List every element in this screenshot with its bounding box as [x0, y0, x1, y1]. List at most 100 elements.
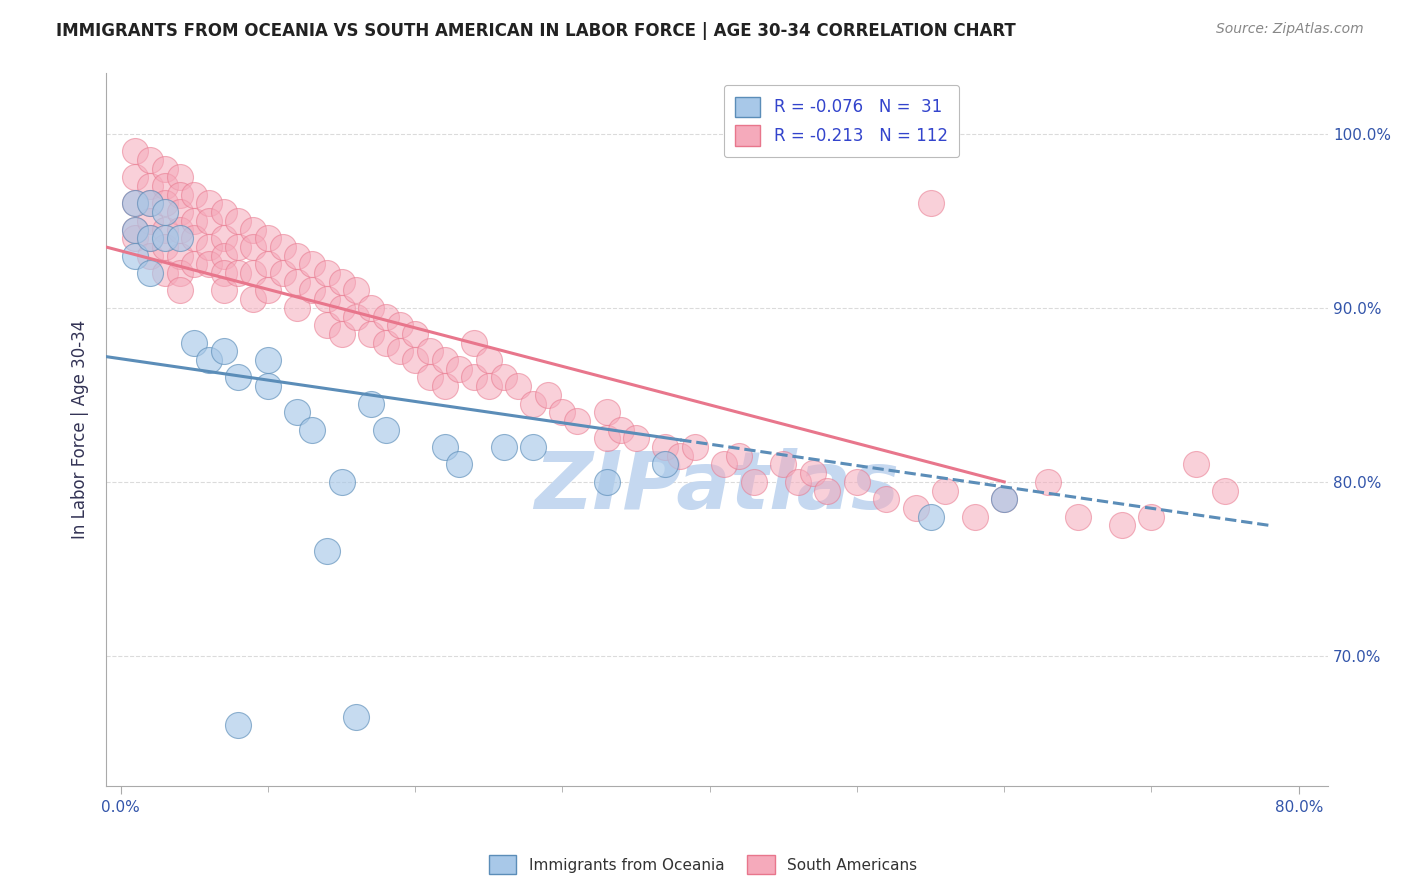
Point [537, 388, 560, 402]
Point [228, 718, 250, 732]
Point [153, 161, 176, 176]
Point [845, 475, 868, 489]
Point [285, 249, 308, 263]
Point [198, 353, 221, 368]
Point [404, 353, 426, 368]
Point [212, 205, 235, 219]
Point [198, 214, 221, 228]
Point [817, 483, 839, 498]
Point [772, 458, 794, 472]
Point [183, 231, 205, 245]
Point [344, 710, 367, 724]
Point [522, 440, 544, 454]
Point [228, 370, 250, 384]
Point [124, 196, 146, 211]
Point [330, 275, 353, 289]
Point [124, 222, 146, 236]
Point [330, 301, 353, 315]
Point [139, 266, 162, 280]
Point [271, 266, 294, 280]
Point [374, 423, 396, 437]
Point [153, 205, 176, 219]
Point [257, 231, 280, 245]
Point [169, 284, 191, 298]
Point [242, 266, 264, 280]
Point [271, 240, 294, 254]
Point [374, 335, 396, 350]
Point [742, 475, 765, 489]
Point [1111, 518, 1133, 533]
Point [330, 326, 353, 341]
Point [139, 179, 162, 194]
Point [478, 379, 501, 393]
Point [551, 405, 574, 419]
Point [139, 196, 162, 211]
Point [787, 475, 810, 489]
Point [389, 344, 412, 359]
Point [478, 353, 501, 368]
Point [683, 440, 706, 454]
Point [934, 483, 956, 498]
Point [389, 318, 412, 333]
Point [508, 379, 530, 393]
Point [212, 231, 235, 245]
Point [728, 449, 751, 463]
Point [315, 544, 337, 558]
Point [360, 396, 382, 410]
Text: IMMIGRANTS FROM OCEANIA VS SOUTH AMERICAN IN LABOR FORCE | AGE 30-34 CORRELATION: IMMIGRANTS FROM OCEANIA VS SOUTH AMERICA… [56, 22, 1017, 40]
Point [713, 458, 735, 472]
Point [198, 257, 221, 271]
Point [124, 196, 146, 211]
Point [801, 466, 824, 480]
Point [344, 284, 367, 298]
Point [153, 231, 176, 245]
Point [212, 266, 235, 280]
Point [315, 318, 337, 333]
Point [904, 500, 927, 515]
Point [285, 405, 308, 419]
Point [433, 440, 456, 454]
Point [449, 361, 471, 376]
Point [153, 222, 176, 236]
Point [315, 292, 337, 306]
Point [169, 205, 191, 219]
Point [124, 145, 146, 159]
Point [124, 170, 146, 185]
Point [1213, 483, 1236, 498]
Point [433, 379, 456, 393]
Point [257, 379, 280, 393]
Point [419, 370, 441, 384]
Point [993, 492, 1015, 507]
Point [228, 266, 250, 280]
Point [169, 249, 191, 263]
Point [139, 231, 162, 245]
Point [492, 440, 515, 454]
Point [139, 249, 162, 263]
Point [183, 214, 205, 228]
Point [242, 292, 264, 306]
Point [433, 353, 456, 368]
Y-axis label: In Labor Force | Age 30-34: In Labor Force | Age 30-34 [72, 320, 89, 540]
Point [963, 509, 986, 524]
Point [257, 353, 280, 368]
Point [212, 249, 235, 263]
Point [344, 310, 367, 324]
Point [198, 196, 221, 211]
Point [449, 458, 471, 472]
Point [463, 370, 485, 384]
Point [330, 475, 353, 489]
Point [285, 275, 308, 289]
Text: Source: ZipAtlas.com: Source: ZipAtlas.com [1216, 22, 1364, 37]
Point [153, 240, 176, 254]
Point [1067, 509, 1090, 524]
Point [595, 475, 617, 489]
Point [139, 196, 162, 211]
Point [595, 431, 617, 445]
Point [404, 326, 426, 341]
Point [228, 214, 250, 228]
Point [124, 231, 146, 245]
Point [565, 414, 588, 428]
Point [920, 196, 942, 211]
Point [1184, 458, 1206, 472]
Point [360, 301, 382, 315]
